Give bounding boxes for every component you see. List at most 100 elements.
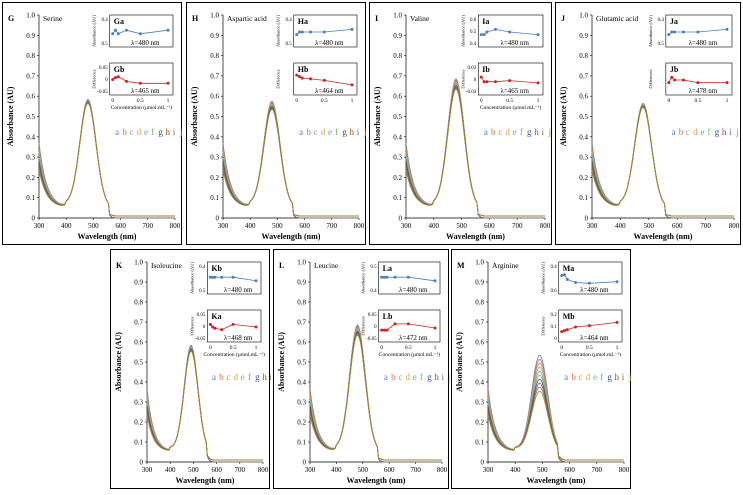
panel-j: J Glutamic acid 0 0.1 0.2 0.3 0.4 0.5 0.6 0.7 0.8 0… bbox=[555, 2, 741, 245]
series-letter-a: a bbox=[299, 127, 303, 137]
inset-b-marker bbox=[493, 80, 497, 84]
series-letter-e: e bbox=[593, 372, 597, 382]
y-axis-label: Absorbance (AU) bbox=[373, 86, 382, 146]
y-tick-label: 0.4 bbox=[475, 379, 484, 387]
x-tick-label: 300 bbox=[587, 222, 598, 230]
series-letter-c: c bbox=[398, 372, 402, 382]
y-tick-label: 0.3 bbox=[26, 154, 35, 162]
y-tick-label: 0.7 bbox=[297, 319, 306, 327]
inset-b-label: Ib bbox=[482, 65, 490, 74]
inset-a-ytick: 0.4 bbox=[550, 265, 557, 270]
spectrum-line-j bbox=[591, 106, 734, 217]
inset-a-ytick: 0.6 bbox=[550, 289, 557, 294]
y-tick-label: 0.6 bbox=[579, 93, 588, 101]
inset-b-xtick: 1 bbox=[434, 345, 437, 351]
series-letter-g: g bbox=[715, 127, 720, 137]
inset-b-label: Jb bbox=[670, 65, 679, 74]
inset-a: Ja 0.4 0.5 λ=480 nm Absorbance (AU) bbox=[648, 14, 733, 48]
inset-a-marker bbox=[138, 32, 142, 36]
series-letter-h: h bbox=[434, 372, 439, 382]
panel-l: L Leucine 0 0.1 0.2 0.3 0.4 0.5 0.6 0.7 0.8 0.9 1.0 3… bbox=[273, 249, 451, 489]
y-tick-label: 0.1 bbox=[134, 439, 143, 447]
y-tick-label: 0.5 bbox=[26, 113, 35, 121]
x-tick-label: 300 bbox=[401, 222, 412, 230]
y-tick-label: 0.5 bbox=[393, 113, 402, 121]
spectrum-line-c bbox=[405, 80, 545, 219]
inset-b-marker bbox=[297, 75, 301, 79]
inset-a-marker bbox=[670, 30, 674, 34]
series-letter-g: g bbox=[342, 127, 347, 137]
series-letter-b: b bbox=[306, 127, 311, 137]
inset-b-marker bbox=[667, 81, 671, 85]
inset-a-ytick: 0.4 bbox=[285, 18, 292, 23]
inset-a-ylabel: Absorbance (AU) bbox=[460, 14, 465, 47]
y-tick-label: 0.3 bbox=[297, 399, 306, 407]
inset-a-label: La bbox=[383, 264, 392, 273]
y-tick-label: 0.9 bbox=[297, 279, 306, 287]
inset-a-ylabel: Absorbance (AU) bbox=[541, 261, 546, 294]
spectrum-line-g bbox=[309, 330, 442, 461]
inset-b-marker bbox=[309, 77, 313, 81]
series-letter-e: e bbox=[513, 127, 517, 137]
inset-a-frame bbox=[207, 261, 262, 295]
y-tick-label: 0.6 bbox=[26, 93, 35, 101]
inset-b-ylabel: Difference bbox=[541, 316, 546, 335]
inset-b-label: Mb bbox=[563, 312, 576, 321]
y-tick-label: 1.0 bbox=[297, 259, 306, 267]
inset-b-ytick: 0 bbox=[554, 337, 557, 342]
series-letter-j: j bbox=[448, 372, 450, 382]
y-axis-label: Absorbance (AU) bbox=[455, 332, 464, 392]
x-tick-label: 600 bbox=[211, 466, 222, 474]
series-letter-j: j bbox=[179, 127, 183, 137]
y-tick-label: 0.9 bbox=[26, 32, 35, 40]
panel-title: Isoleucine bbox=[151, 261, 182, 270]
spectrum-line-a bbox=[146, 344, 263, 461]
inset-b-marker bbox=[615, 320, 619, 324]
series-letter-d: d bbox=[505, 127, 510, 137]
inset-a-ytick: 0.6 bbox=[470, 18, 477, 23]
series-letter-g: g bbox=[427, 372, 432, 382]
spectrum-line-j bbox=[38, 102, 175, 217]
panel-m: M Arginine 0 0.1 0.2 0.3 0.4 0.5 0.6 0.7 0.8 0.9 1.0… bbox=[451, 249, 631, 489]
inset-b-marker bbox=[560, 330, 564, 334]
inset-b-wavelength: λ=464 nm bbox=[315, 87, 344, 95]
inset-a-marker bbox=[493, 27, 497, 31]
inset-b-wavelength: λ=478 nm bbox=[689, 87, 718, 95]
inset-a-marker bbox=[295, 33, 299, 37]
spectrum-line-e bbox=[405, 82, 545, 219]
inset-b-marker bbox=[673, 78, 677, 82]
series-letter-g: g bbox=[607, 372, 612, 382]
panel-g: G Serine 0 0.1 0.2 0.3 0.4 0.5 0.6 0.7 0.8 0.9 1.0 30… bbox=[2, 2, 182, 245]
inset-a-marker bbox=[350, 27, 354, 31]
x-tick-label: 400 bbox=[165, 466, 176, 474]
inset-a-ytick: 0.5 bbox=[199, 289, 206, 294]
inset-b-wavelength: λ=472 nm bbox=[399, 334, 428, 342]
inset-b-ylabel: Difference bbox=[648, 69, 653, 88]
inset-a-marker bbox=[565, 277, 569, 281]
inset-a-marker bbox=[231, 275, 235, 279]
y-tick-label: 0.4 bbox=[579, 133, 588, 141]
inset-a: Ma 0.4 0.6 λ=480 nm Absorbance (AU) bbox=[541, 261, 623, 295]
series-letter-a: a bbox=[212, 372, 216, 382]
inset-b-xtick: 1 bbox=[351, 98, 354, 104]
inset-a-wavelength: λ=480 nm bbox=[399, 286, 428, 294]
inset-a-marker bbox=[385, 275, 389, 279]
inset-a-marker bbox=[673, 30, 677, 34]
inset-b-marker bbox=[211, 325, 215, 329]
inset-b-xtick: 0 bbox=[560, 345, 563, 351]
inset-a-ylabel: Absorbance (AU) bbox=[92, 14, 97, 47]
inset-a-marker bbox=[208, 275, 212, 279]
spectrum-line-i bbox=[146, 349, 263, 463]
inset-b-ytick: 0 bbox=[105, 78, 108, 83]
inset-a-marker bbox=[297, 30, 301, 34]
inset-b-ytick: 0 bbox=[474, 78, 477, 83]
series-letter-a: a bbox=[115, 127, 119, 137]
y-tick-label: 0.8 bbox=[475, 299, 484, 307]
y-tick-label: 0.2 bbox=[297, 419, 306, 427]
inset-b-marker bbox=[565, 328, 569, 332]
series-letter-b: b bbox=[391, 372, 396, 382]
chart-svg-j: J Glutamic acid 0 0.1 0.2 0.3 0.4 0.5 0.6 0.7 0.8 0… bbox=[559, 12, 740, 242]
inset-b-xtick: 0 bbox=[380, 345, 383, 351]
inset-b-frame bbox=[477, 62, 544, 96]
inset-a-ytick: 0.5 bbox=[658, 42, 665, 47]
